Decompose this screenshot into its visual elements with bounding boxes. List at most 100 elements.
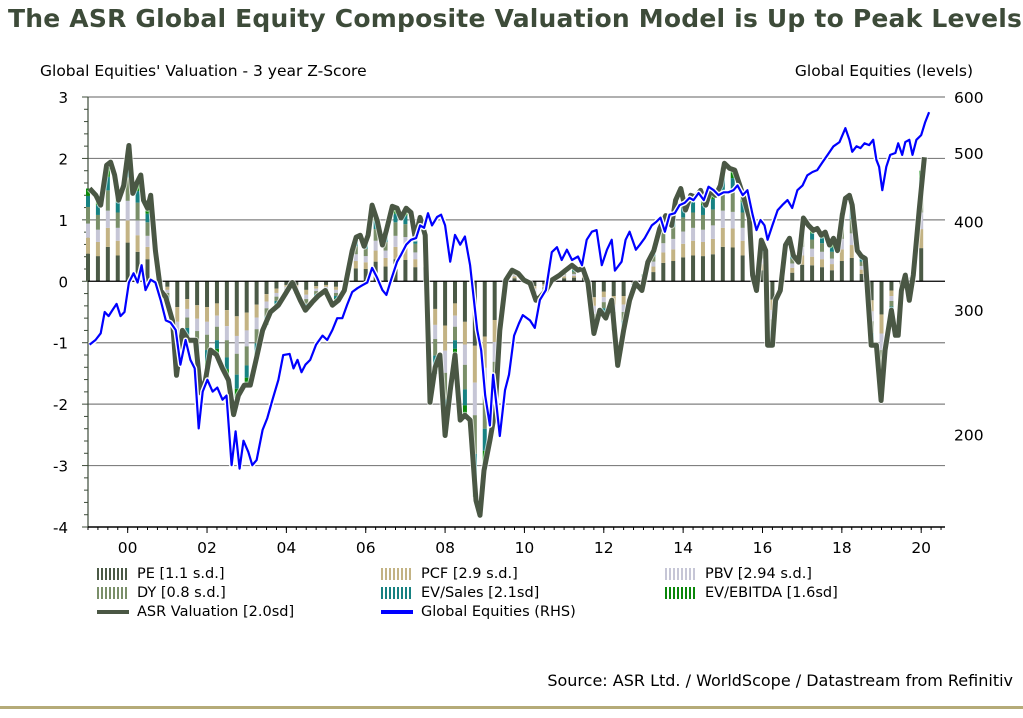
bar-segment — [135, 220, 140, 236]
bar-segment — [661, 232, 666, 244]
legend-item-global-equities: Global Equities (RHS) — [381, 604, 576, 620]
bar-segment — [145, 235, 150, 247]
x-tick-label: 00 — [118, 539, 138, 557]
bar-segment — [353, 254, 358, 262]
bar-segment — [86, 253, 90, 282]
bar-segment — [700, 214, 705, 230]
bar-segment — [681, 243, 686, 258]
bar-segment — [115, 227, 120, 241]
bar-segment — [849, 233, 854, 246]
bar-segment — [393, 222, 398, 236]
bar-segment — [145, 259, 150, 282]
bar-segment — [115, 212, 120, 228]
bar-segment — [691, 202, 696, 213]
bar-segment — [205, 334, 210, 351]
bar-segment — [95, 241, 100, 257]
legend-item-ev-sales: EV/Sales [2.1sd] — [381, 585, 539, 601]
bar-segment — [730, 228, 735, 248]
bar-segment — [472, 382, 477, 416]
bar-segment — [333, 289, 338, 293]
bar-segment — [433, 339, 438, 356]
bar-segment — [145, 246, 150, 260]
y-tick-label: 1 — [58, 212, 68, 230]
bar-segment — [274, 281, 279, 289]
bar-segment — [254, 329, 259, 344]
bar-segment — [770, 281, 775, 300]
bar-segment — [195, 305, 200, 319]
bar-segment — [86, 237, 90, 254]
bar-segment — [661, 262, 666, 282]
bar-segment — [730, 211, 735, 229]
bar-segment — [413, 267, 418, 282]
bar-segment — [304, 294, 309, 300]
bar-segment — [304, 281, 309, 290]
legend-item-dy: DY [0.8 s.d.] — [97, 585, 226, 601]
bar-segment — [224, 340, 229, 358]
bar-segment — [810, 256, 815, 266]
bar-segment — [621, 304, 626, 312]
bar-segment — [691, 212, 696, 228]
bar-segment — [740, 212, 745, 228]
bar-segment — [839, 249, 844, 262]
bar-segment — [691, 227, 696, 241]
bar-segment — [889, 300, 894, 307]
bar-segment — [710, 238, 715, 255]
bar-segment — [671, 249, 676, 262]
bar-segment — [661, 243, 666, 253]
bar-segment — [740, 227, 745, 241]
bar-segment — [254, 304, 259, 318]
x-tick-label: 08 — [435, 539, 455, 557]
bar-segment — [512, 275, 517, 277]
bar-segment — [224, 310, 229, 327]
bar-segment — [869, 281, 874, 301]
bar-segment — [205, 321, 210, 335]
bar-segment — [115, 240, 120, 256]
bar-segment — [383, 266, 388, 282]
bar-segment — [333, 286, 338, 290]
bar-segment — [254, 281, 259, 305]
bar-segment — [125, 220, 130, 243]
bar-segment — [453, 340, 458, 349]
bar-segment — [790, 272, 795, 282]
bar-segment — [453, 281, 458, 304]
bar-segment — [86, 206, 90, 224]
bar-group — [86, 151, 924, 497]
bar-segment — [413, 252, 418, 260]
bar-segment — [700, 256, 705, 282]
bar-segment — [234, 335, 239, 354]
bar-segment — [324, 281, 329, 285]
bar-segment — [95, 229, 100, 242]
legend-label: PCF [2.9 s.d.] — [421, 566, 518, 582]
legend-label: EV/EBITDA [1.6sd] — [705, 585, 838, 601]
bar-segment — [462, 405, 467, 417]
bar-segment — [829, 258, 834, 265]
bar-segment — [820, 251, 825, 260]
bar-segment — [393, 246, 398, 260]
legend-item-pe: PE [1.1 s.d.] — [97, 566, 224, 582]
bar-segment — [224, 357, 229, 370]
bar-segment — [363, 269, 368, 282]
legend-swatch — [381, 587, 413, 599]
bar-segment — [482, 395, 487, 429]
bar-segment — [254, 317, 259, 330]
bar-segment — [175, 281, 180, 308]
legend-label: Global Equities (RHS) — [421, 604, 576, 620]
bar-segment — [820, 243, 825, 252]
legend-item-ev-ebitda: EV/EBITDA [1.6sd] — [665, 585, 838, 601]
bar-segment — [810, 233, 815, 240]
bar-segment — [185, 308, 190, 318]
bar-segment — [482, 336, 487, 368]
bar-segment — [889, 281, 894, 291]
bar-segment — [810, 239, 815, 249]
bar-segment — [135, 251, 140, 282]
bar-segment — [363, 262, 368, 269]
bar-segment — [740, 240, 745, 256]
bar-segment — [244, 365, 249, 378]
bar-segment — [810, 265, 815, 282]
bar-segment — [740, 255, 745, 282]
bar-segment — [859, 265, 864, 270]
bar-segment — [710, 225, 715, 239]
bar-segment — [353, 268, 358, 282]
y2-tick-label: 500 — [954, 145, 984, 163]
